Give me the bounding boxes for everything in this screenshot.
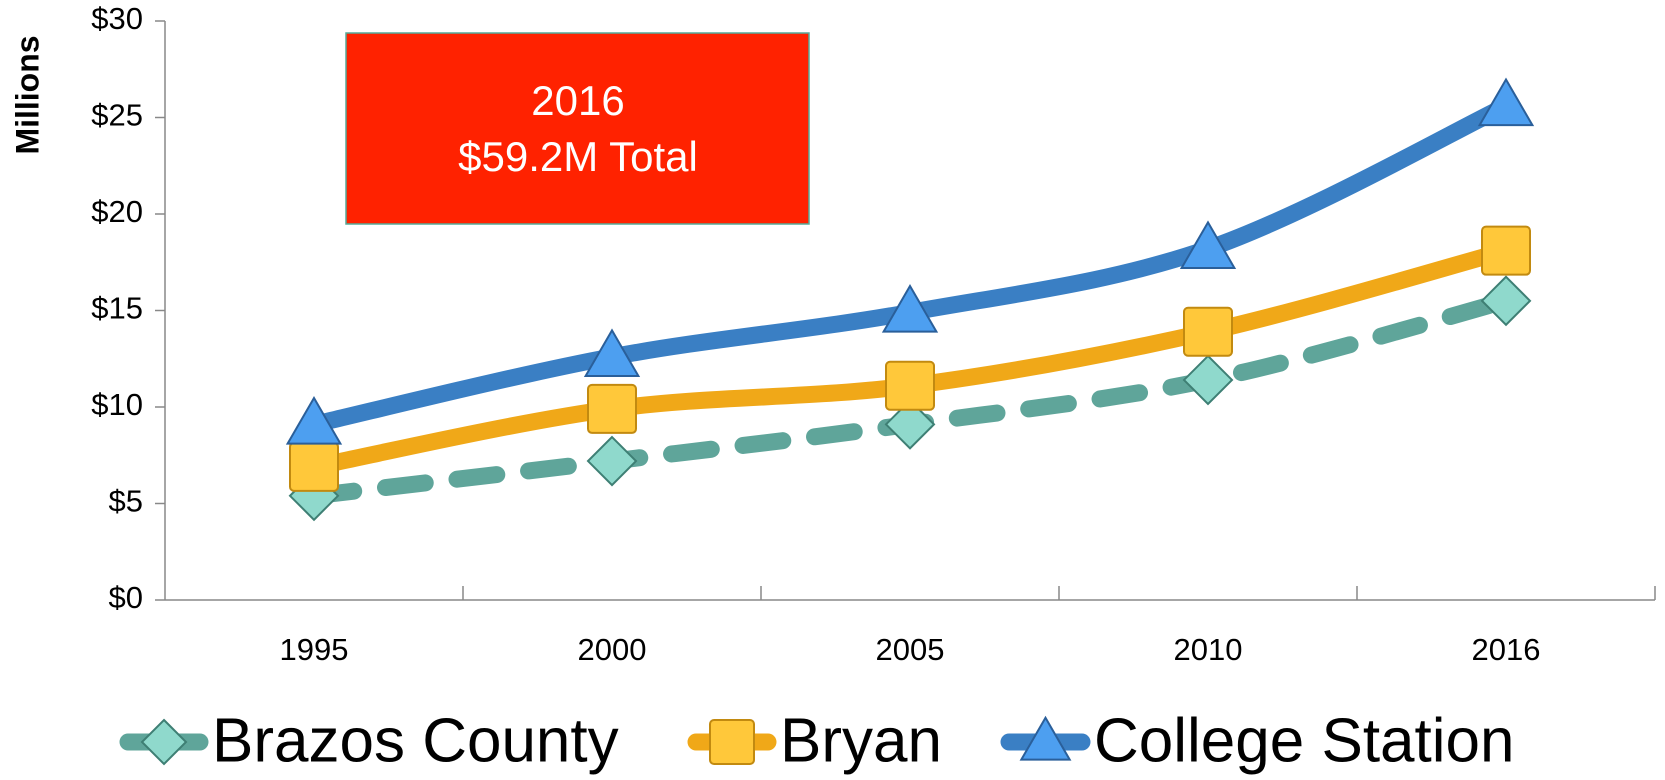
y-tick-label: $5	[109, 484, 143, 519]
marker-square	[587, 383, 637, 434]
x-tick-label: 2000	[578, 632, 647, 667]
annotation-text: 2016	[531, 77, 624, 124]
marker-triangle	[285, 395, 343, 445]
marker-diamond	[1182, 354, 1234, 406]
marker-diamond	[140, 718, 188, 766]
legend-label: Brazos County	[212, 706, 619, 775]
annotation-text: $59.2M Total	[458, 133, 698, 180]
marker-diamond	[1480, 275, 1532, 327]
y-tick-label: $20	[91, 194, 143, 229]
marker-square	[289, 441, 339, 492]
marker-square	[1183, 306, 1233, 357]
marker-triangle	[881, 284, 939, 333]
marker-square	[709, 719, 755, 765]
x-tick-label: 2005	[876, 632, 945, 667]
x-tick-label: 2010	[1174, 632, 1243, 667]
x-tick-label: 2016	[1472, 632, 1541, 667]
marker-triangle	[1019, 715, 1072, 761]
y-tick-label: $25	[91, 98, 143, 133]
x-tick-label: 1995	[280, 632, 349, 667]
y-axis-label: Millions	[9, 35, 45, 154]
legend-label: Bryan	[780, 706, 942, 775]
marker-triangle	[583, 328, 641, 378]
marker-square	[1481, 225, 1531, 276]
marker-diamond	[884, 398, 936, 450]
annotation: 2016 $59.2M Total	[345, 32, 810, 225]
y-tick-label: $10	[91, 387, 143, 422]
y-tick-label: $0	[109, 580, 143, 615]
y-tick-label: $30	[91, 1, 143, 36]
y-tick-label: $15	[91, 291, 143, 326]
annotation-box	[345, 32, 810, 225]
marker-square	[885, 360, 935, 411]
marker-triangle	[1179, 220, 1237, 269]
legend-label: College Station	[1094, 706, 1515, 775]
marker-triangle	[1477, 77, 1535, 127]
marker-diamond	[586, 435, 638, 487]
